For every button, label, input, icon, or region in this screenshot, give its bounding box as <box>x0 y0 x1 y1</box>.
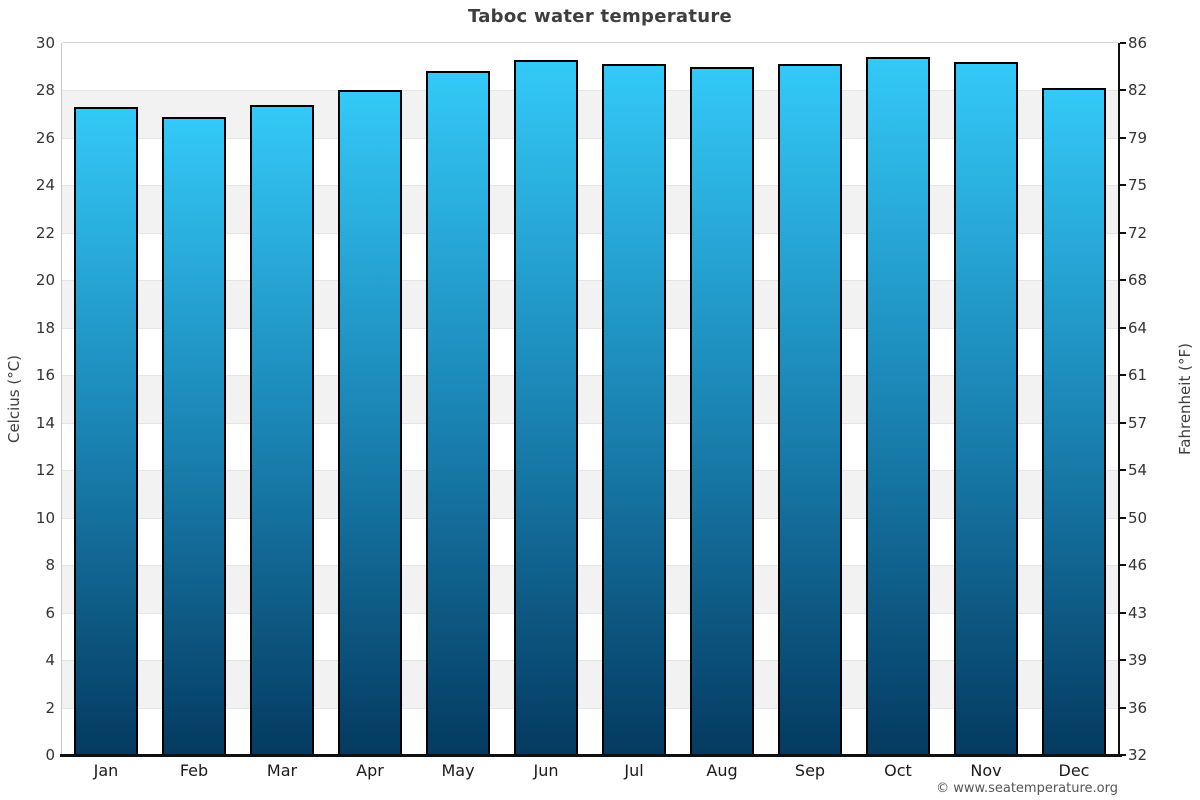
bottom-axis-line <box>60 754 1122 757</box>
left-axis-line <box>61 43 62 755</box>
ytick-fahrenheit-36: 36 <box>1128 698 1148 717</box>
footer-credit-link[interactable]: © www.seatemperature.org <box>936 781 1118 796</box>
ytick-celsius-18: 18 <box>35 318 55 337</box>
ytick-celsius-24: 24 <box>35 176 55 195</box>
bar-dec <box>1042 88 1106 755</box>
ytick-fahrenheit-46: 46 <box>1128 556 1148 575</box>
xtick-jan: Jan <box>93 761 119 780</box>
plot-band <box>62 280 1118 328</box>
bar-jul <box>602 64 666 755</box>
bar-aug <box>690 66 754 755</box>
bar-mar <box>250 104 314 755</box>
right-axis-tick-mark <box>1120 611 1126 614</box>
ytick-celsius-10: 10 <box>35 508 55 527</box>
ytick-celsius-16: 16 <box>35 366 55 385</box>
top-gridline <box>62 42 1118 43</box>
right-axis-tick-mark <box>1120 469 1126 472</box>
ytick-celsius-14: 14 <box>35 413 55 432</box>
plot-band <box>62 90 1118 138</box>
bar-sep <box>778 64 842 755</box>
plot-band <box>62 612 1118 661</box>
ytick-celsius-6: 6 <box>45 603 55 622</box>
ytick-fahrenheit-61: 61 <box>1128 366 1148 385</box>
ytick-fahrenheit-64: 64 <box>1128 318 1148 337</box>
plot-band <box>62 327 1118 376</box>
ytick-fahrenheit-50: 50 <box>1128 508 1148 527</box>
plot-band <box>62 375 1118 423</box>
ytick-fahrenheit-57: 57 <box>1128 413 1148 432</box>
ytick-fahrenheit-79: 79 <box>1128 128 1148 147</box>
xtick-dec: Dec <box>1058 761 1090 780</box>
bar-jan <box>74 107 138 755</box>
plot-band <box>62 470 1118 518</box>
xtick-may: May <box>441 761 475 780</box>
right-axis-tick-mark <box>1120 89 1126 92</box>
plot-band <box>62 185 1118 233</box>
xtick-feb: Feb <box>179 761 209 780</box>
ytick-celsius-26: 26 <box>35 128 55 147</box>
ytick-celsius-22: 22 <box>35 223 55 242</box>
xtick-mar: Mar <box>266 761 298 780</box>
xtick-aug: Aug <box>706 761 738 780</box>
right-axis-tick-mark <box>1120 374 1126 377</box>
right-axis-tick-mark <box>1120 421 1126 424</box>
right-axis-tick-mark <box>1120 279 1126 282</box>
xtick-nov: Nov <box>970 761 1002 780</box>
right-axis-line <box>1118 43 1120 757</box>
y-axis-title-fahrenheit: Fahrenheit (°F) <box>1176 343 1194 455</box>
ytick-celsius-28: 28 <box>35 81 55 100</box>
bar-oct <box>866 57 930 755</box>
xtick-apr: Apr <box>356 761 384 780</box>
plot-band <box>62 43 1118 91</box>
ytick-fahrenheit-72: 72 <box>1128 223 1148 242</box>
y-axis-title-celsius: Celcius (°C) <box>5 354 23 444</box>
xtick-jun: Jun <box>533 761 559 780</box>
ytick-fahrenheit-43: 43 <box>1128 603 1148 622</box>
ytick-fahrenheit-54: 54 <box>1128 461 1148 480</box>
plot-band <box>62 517 1118 566</box>
ytick-celsius-8: 8 <box>45 556 55 575</box>
chart-title: Taboc water temperature <box>467 6 733 27</box>
plot-area <box>62 43 1118 755</box>
ytick-celsius-4: 4 <box>45 651 55 670</box>
ytick-celsius-2: 2 <box>45 698 55 717</box>
bar-feb <box>162 116 226 755</box>
plot-band <box>62 707 1118 755</box>
ytick-fahrenheit-86: 86 <box>1128 34 1148 52</box>
ytick-celsius-0: 0 <box>45 746 55 764</box>
right-axis-tick-mark <box>1120 659 1126 662</box>
right-axis-tick-mark <box>1120 231 1126 234</box>
xtick-sep: Sep <box>794 761 826 780</box>
ytick-fahrenheit-39: 39 <box>1128 651 1148 670</box>
right-axis-tick-mark <box>1120 42 1126 44</box>
right-axis-tick-mark <box>1120 754 1126 756</box>
bar-apr <box>338 90 402 755</box>
bar-nov <box>954 62 1018 755</box>
right-axis-tick-mark <box>1120 564 1126 567</box>
right-axis-tick-mark <box>1120 136 1126 139</box>
right-axis-tick-mark <box>1120 184 1126 187</box>
ytick-fahrenheit-68: 68 <box>1128 271 1148 290</box>
xtick-oct: Oct <box>884 761 912 780</box>
bar-jun <box>514 59 578 755</box>
bar-may <box>426 71 490 755</box>
ytick-fahrenheit-75: 75 <box>1128 176 1148 195</box>
plot-band <box>62 232 1118 281</box>
ytick-celsius-30: 30 <box>35 34 55 52</box>
xtick-jul: Jul <box>624 761 644 780</box>
ytick-celsius-20: 20 <box>35 271 55 290</box>
ytick-celsius-12: 12 <box>35 461 55 480</box>
right-axis-tick-mark <box>1120 326 1126 329</box>
ytick-fahrenheit-32: 32 <box>1128 746 1148 764</box>
plot-band <box>62 137 1118 186</box>
plot-band <box>62 660 1118 708</box>
ytick-fahrenheit-82: 82 <box>1128 81 1148 100</box>
right-axis-tick-mark <box>1120 706 1126 709</box>
plot-band <box>62 422 1118 471</box>
right-axis-tick-mark <box>1120 516 1126 519</box>
plot-band <box>62 565 1118 613</box>
